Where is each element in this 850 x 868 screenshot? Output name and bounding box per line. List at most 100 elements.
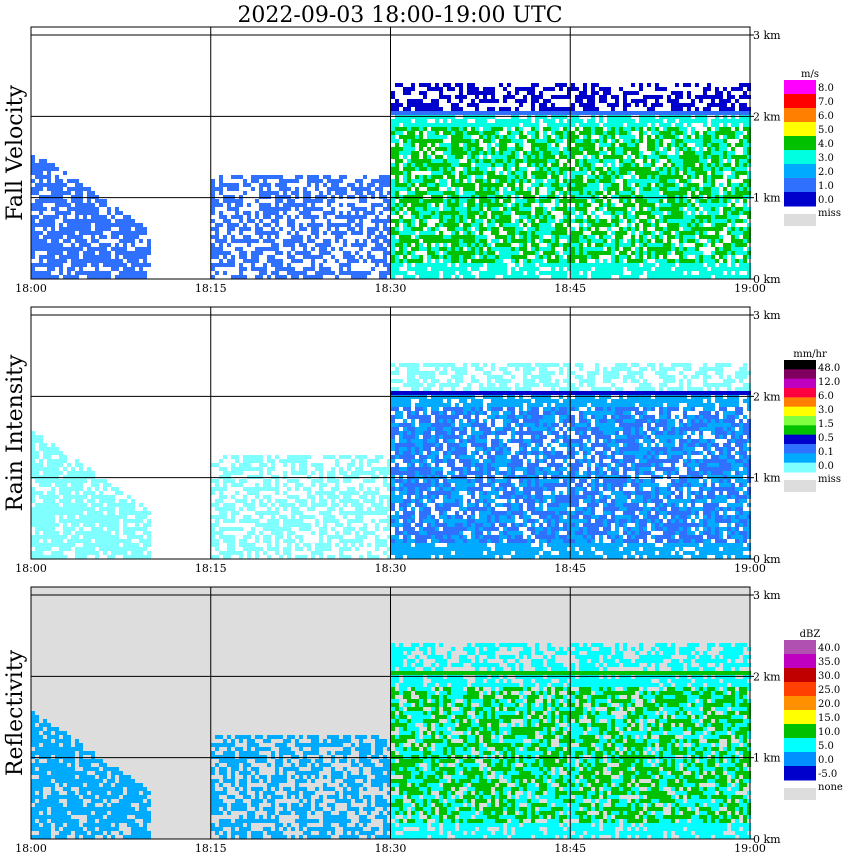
echo-cell <box>287 199 291 203</box>
echo-cell <box>435 275 439 279</box>
echo-cell <box>211 187 215 191</box>
echo-cell <box>567 223 571 227</box>
echo-cell <box>451 195 455 199</box>
echo-cell <box>471 91 475 95</box>
echo-cell <box>583 107 587 111</box>
echo-cell <box>727 271 731 275</box>
echo-cell <box>51 195 55 199</box>
echo-cell <box>715 187 719 191</box>
echo-cell <box>591 255 595 259</box>
echo-cell <box>483 191 487 195</box>
echo-cell <box>603 203 607 207</box>
echo-cell <box>295 275 299 279</box>
echo-cell <box>339 267 343 271</box>
echo-cell <box>43 239 47 243</box>
echo-cell <box>535 199 539 203</box>
echo-cell <box>223 219 227 223</box>
echo-cell <box>555 139 559 143</box>
echo-cell <box>399 203 403 207</box>
echo-cell <box>731 111 735 115</box>
echo-cell <box>595 227 599 231</box>
echo-cell <box>515 155 519 159</box>
echo-cell <box>675 167 679 171</box>
echo-cell <box>607 263 611 267</box>
echo-cell <box>275 207 279 211</box>
echo-cell <box>711 195 715 199</box>
echo-cell <box>719 171 723 175</box>
echo-cell <box>543 103 547 107</box>
echo-cell <box>419 223 423 227</box>
echo-cell <box>671 191 675 195</box>
echo-cell <box>355 215 359 219</box>
echo-cell <box>571 211 575 215</box>
echo-cell <box>567 263 571 267</box>
echo-cell <box>591 115 595 119</box>
echo-cell <box>719 99 723 103</box>
echo-cell <box>491 107 495 111</box>
echo-cell <box>411 267 415 271</box>
echo-cell <box>471 203 475 207</box>
echo-cell <box>291 267 295 271</box>
echo-cell <box>335 191 339 195</box>
echo-cell <box>427 231 431 235</box>
echo-cell <box>671 219 675 223</box>
echo-cell <box>579 143 583 147</box>
echo-cell <box>539 263 543 267</box>
echo-cell <box>347 223 351 227</box>
echo-cell <box>739 259 743 263</box>
echo-cell <box>483 87 487 91</box>
echo-cell <box>91 483 95 487</box>
echo-cell <box>411 155 415 159</box>
echo-cell <box>511 159 515 163</box>
echo-cell <box>439 87 443 91</box>
echo-cell <box>727 107 731 111</box>
echo-cell <box>643 223 647 227</box>
echo-cell <box>427 251 431 255</box>
echo-cell <box>739 111 743 115</box>
echo-cell <box>743 255 747 259</box>
echo-cell <box>547 263 551 267</box>
echo-cell <box>579 119 583 123</box>
echo-cell <box>35 455 39 459</box>
echo-cell <box>55 503 59 507</box>
echo-cell <box>659 155 663 159</box>
echo-cell <box>507 183 511 187</box>
echo-cell <box>667 199 671 203</box>
echo-cell <box>727 127 731 131</box>
echo-cell <box>619 115 623 119</box>
echo-cell <box>531 91 535 95</box>
echo-cell <box>655 267 659 271</box>
echo-cell <box>39 203 43 207</box>
echo-cell <box>723 147 727 151</box>
echo-cell <box>507 223 511 227</box>
echo-cell <box>83 555 87 559</box>
echo-cell <box>671 203 675 207</box>
echo-cell <box>123 519 127 523</box>
echo-cell <box>31 435 35 439</box>
echo-cell <box>439 267 443 271</box>
echo-cell <box>643 195 647 199</box>
echo-cell <box>407 171 411 175</box>
echo-cell <box>335 239 339 243</box>
panels: 18:00 18:15 18:30 18:45 19:000 km1 km2 km3 k… <box>3 26 843 855</box>
echo-cell <box>731 147 735 151</box>
echo-cell <box>263 179 267 183</box>
echo-cell <box>363 211 367 215</box>
echo-cell <box>443 203 447 207</box>
echo-cell <box>487 243 491 247</box>
echo-cell <box>575 203 579 207</box>
echo-cell <box>51 451 55 455</box>
echo-cell <box>83 239 87 243</box>
echo-cell <box>547 247 551 251</box>
echo-cell <box>691 195 695 199</box>
echo-cell <box>375 243 379 247</box>
echo-cell <box>651 199 655 203</box>
echo-cell <box>239 195 243 199</box>
echo-cell <box>535 275 539 279</box>
echo-cell <box>31 499 35 503</box>
echo-cell <box>31 219 35 223</box>
echo-cell <box>723 195 727 199</box>
echo-cell <box>599 263 603 267</box>
echo-cell <box>31 179 35 183</box>
echo-cell <box>679 231 683 235</box>
